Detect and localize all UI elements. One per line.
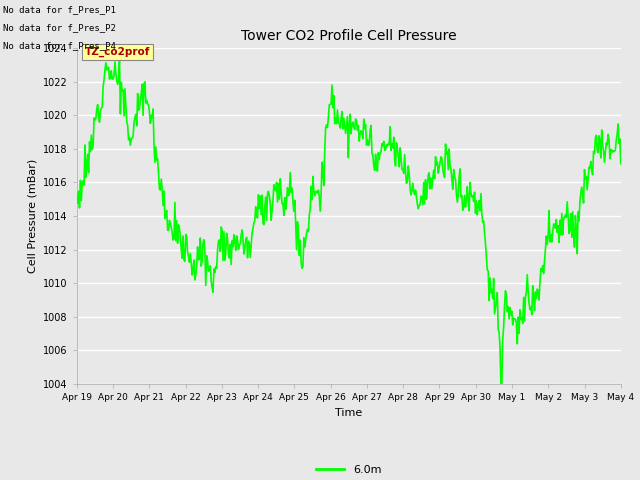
Y-axis label: Cell Pressure (mBar): Cell Pressure (mBar) — [28, 159, 38, 273]
Text: No data for f_Pres_P4: No data for f_Pres_P4 — [3, 41, 116, 50]
Text: No data for f_Pres_P1: No data for f_Pres_P1 — [3, 5, 116, 14]
Title: Tower CO2 Profile Cell Pressure: Tower CO2 Profile Cell Pressure — [241, 29, 456, 43]
Legend: 6.0m: 6.0m — [312, 460, 386, 479]
Text: TZ_co2prof: TZ_co2prof — [84, 47, 150, 57]
Text: No data for f_Pres_P2: No data for f_Pres_P2 — [3, 23, 116, 32]
X-axis label: Time: Time — [335, 408, 362, 418]
